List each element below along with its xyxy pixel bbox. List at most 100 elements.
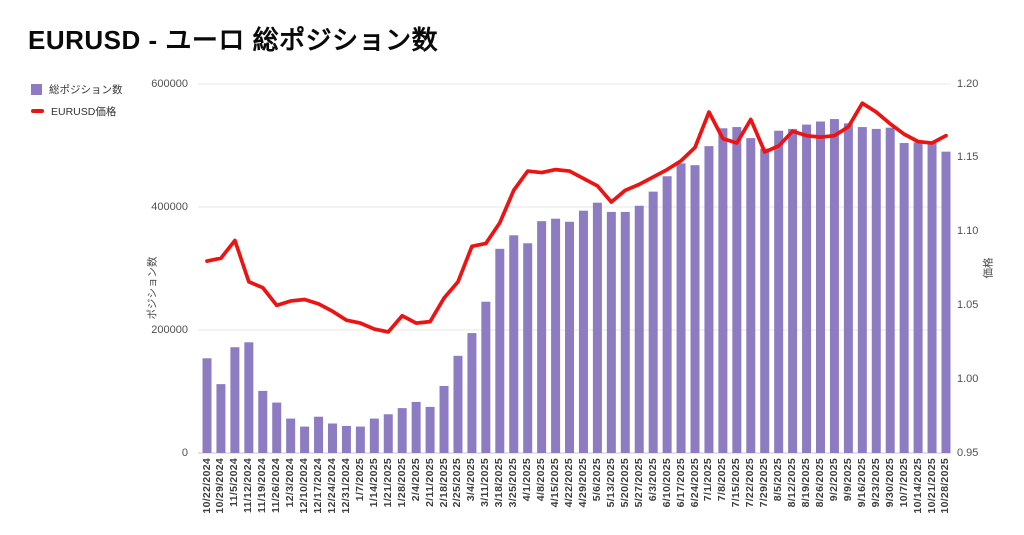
- bar: [732, 127, 742, 454]
- bar: [551, 218, 561, 453]
- x-axis-date-label: 4/29/2025: [576, 458, 589, 508]
- x-axis-date-label: 10/29/2024: [214, 458, 227, 514]
- bar: [885, 127, 895, 453]
- x-axis-date-label: 3/18/2025: [493, 458, 506, 508]
- gridlines: [198, 83, 951, 454]
- x-axis-date-label: 4/8/2025: [535, 458, 548, 502]
- x-axis-date-label: 4/1/2025: [521, 458, 534, 502]
- x-axis-date-label: 1/7/2025: [353, 458, 366, 502]
- right-axis-tick-label: 1.05: [957, 298, 979, 311]
- bar: [523, 243, 533, 453]
- x-axis-date-label: 5/13/2025: [604, 458, 617, 508]
- legend-label-positions: 総ポジション数: [49, 83, 123, 96]
- x-axis-date-label: 10/22/2024: [200, 458, 213, 514]
- x-axis-date-label: 2/18/2025: [437, 458, 450, 508]
- bar: [899, 143, 909, 454]
- bar: [216, 384, 226, 453]
- bar: [467, 333, 477, 453]
- x-axis-date-label: 11/26/2024: [270, 458, 283, 513]
- bar: [272, 402, 282, 453]
- x-axis-date-label: 11/5/2024: [228, 458, 241, 507]
- left-axis-tick-label: 0: [181, 446, 188, 459]
- bar: [606, 211, 616, 453]
- x-axis-date-label: 12/24/2024: [325, 458, 338, 514]
- x-axis-date-label: 9/2/2025: [827, 458, 840, 502]
- x-axis-date-label: 6/3/2025: [646, 458, 659, 502]
- bar: [286, 418, 296, 453]
- right-axis-tick-label: 1.20: [957, 77, 979, 90]
- x-axis-date-label: 4/15/2025: [549, 458, 562, 508]
- bar: [913, 142, 923, 453]
- bar: [634, 205, 644, 453]
- x-axis-date-label: 6/24/2025: [688, 458, 701, 508]
- bar-series-swatch-icon: [31, 83, 42, 95]
- bar: [258, 390, 268, 453]
- bar: [314, 416, 324, 453]
- bar: [676, 163, 686, 453]
- x-axis-date-label: 7/29/2025: [758, 458, 771, 508]
- bar: [648, 191, 658, 454]
- bar: [662, 176, 672, 453]
- right-axis-tick-label: 1.15: [957, 151, 979, 164]
- bar: [244, 342, 254, 453]
- x-axis-date-label: 9/23/2025: [869, 458, 882, 508]
- x-axis-date-label: 7/8/2025: [716, 458, 729, 502]
- right-axis-title: 価格: [982, 257, 995, 279]
- bar: [941, 151, 951, 453]
- legend: 総ポジション数 EURUSD価格: [31, 78, 123, 122]
- x-axis-date-label: 12/31/2024: [339, 458, 352, 514]
- x-axis-date-label: 4/22/2025: [563, 458, 576, 508]
- bar: [230, 347, 240, 453]
- x-axis-date-label: 12/17/2024: [312, 458, 325, 514]
- bar: [397, 408, 407, 453]
- x-axis-date-label: 1/28/2025: [395, 458, 408, 508]
- bar: [815, 121, 825, 453]
- bar: [857, 127, 867, 454]
- x-axis-date-label: 1/14/2025: [367, 458, 380, 508]
- bar: [802, 124, 812, 453]
- price-line: [205, 101, 948, 334]
- right-axis-tick-label: 0.95: [957, 446, 979, 459]
- bar: [788, 128, 798, 453]
- bar: [369, 418, 379, 453]
- x-axis-date-label: 10/21/2025: [925, 458, 938, 514]
- bar: [690, 165, 700, 453]
- bar: [829, 119, 839, 453]
- bar: [620, 211, 630, 453]
- x-axis-date-label: 5/27/2025: [632, 458, 645, 508]
- x-axis-date-label: 9/30/2025: [883, 458, 896, 508]
- x-axis-date-label: 9/16/2025: [855, 458, 868, 508]
- x-axis-date-label: 8/26/2025: [813, 458, 826, 508]
- x-axis-date-label: 2/4/2025: [409, 458, 422, 502]
- bar: [704, 146, 714, 453]
- x-axis-date-label: 12/3/2024: [284, 458, 297, 508]
- bar: [481, 301, 491, 453]
- x-axis-date-label: 8/12/2025: [786, 458, 799, 508]
- x-axis-date-label: 2/25/2025: [451, 458, 464, 508]
- x-axis-date-label: 9/9/2025: [841, 458, 854, 502]
- x-axis-date-label: 12/10/2024: [298, 458, 311, 514]
- x-axis-date-label: 1/21/2025: [381, 458, 394, 508]
- bar: [341, 425, 351, 453]
- x-axis-date-label: 5/6/2025: [590, 458, 603, 502]
- bar-series: [202, 119, 951, 454]
- bar: [300, 426, 310, 453]
- x-axis-date-label: 7/22/2025: [744, 458, 757, 508]
- bar: [760, 148, 770, 453]
- bar: [411, 401, 421, 453]
- bar: [495, 248, 505, 453]
- bar: [453, 355, 463, 453]
- x-axis-date-label: 7/1/2025: [702, 458, 715, 502]
- x-axis-date-label: 10/28/2025: [939, 458, 952, 514]
- bar: [746, 138, 756, 453]
- right-axis-tick-label: 1.10: [957, 225, 979, 238]
- x-axis-date-label: 10/14/2025: [911, 458, 924, 514]
- bar: [565, 221, 575, 453]
- x-axis-date-label: 3/25/2025: [507, 458, 520, 508]
- left-axis-tick-label: 200000: [151, 323, 188, 336]
- bar: [509, 235, 519, 453]
- bar: [537, 221, 547, 453]
- x-axis-date-label: 3/4/2025: [465, 458, 478, 502]
